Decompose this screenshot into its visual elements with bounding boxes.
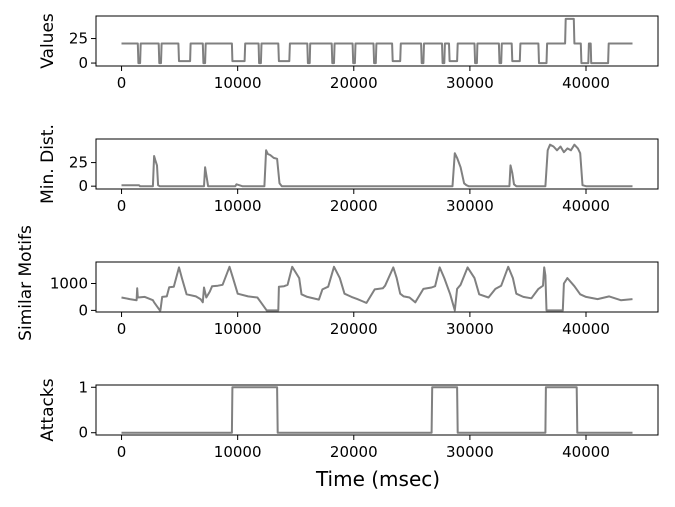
- y-tick-label: 25: [69, 30, 88, 48]
- x-tick-label: 30000: [446, 197, 494, 215]
- x-tick-label: 0: [117, 320, 127, 338]
- y-tick-label: 0: [78, 54, 88, 72]
- series-line-2-1: [121, 143, 633, 188]
- y-axis-label: Values: [38, 13, 58, 69]
- x-tick-label: 40000: [562, 74, 610, 92]
- x-tick-label: 20000: [330, 74, 378, 92]
- x-tick-label: 40000: [562, 443, 610, 461]
- y-tick-label: 1: [78, 378, 88, 396]
- x-axis-label: Time (msec): [315, 467, 440, 491]
- x-tick-label: 0: [117, 443, 127, 461]
- plot-frame: [95, 15, 659, 67]
- x-tick-label: 30000: [446, 74, 494, 92]
- series-line-1-1: [121, 17, 633, 65]
- x-tick-label: 0: [117, 74, 127, 92]
- y-tick-label: 0: [78, 424, 88, 442]
- y-axis-label: Min. Dist.: [38, 124, 58, 204]
- subplot-1: 0 10000 20000 30000 40000 0 25 Values: [38, 13, 659, 92]
- plot-frame: [95, 138, 659, 190]
- y-tick-label: 1000: [50, 275, 88, 293]
- x-tick-label: 10000: [214, 320, 262, 338]
- x-tick-label: 20000: [330, 320, 378, 338]
- series-line-3-1: [121, 265, 633, 312]
- x-tick-label: 40000: [562, 197, 610, 215]
- x-tick-label: 30000: [446, 443, 494, 461]
- subplot-3: 0 10000 20000 30000 40000 0 1000: [50, 261, 659, 338]
- subplot-2: 0 10000 20000 30000 40000 0 25 Min. Dist.: [38, 124, 659, 215]
- series-line-4-1: [121, 386, 633, 434]
- x-tick-label: 0: [117, 197, 127, 215]
- x-tick-label: 10000: [214, 74, 262, 92]
- x-tick-label: 10000: [214, 443, 262, 461]
- x-tick-label: 10000: [214, 197, 262, 215]
- plot-frame: [95, 384, 659, 436]
- shared-y-axis-label: Similar Motifs: [16, 225, 36, 341]
- y-tick-label: 25: [69, 154, 88, 172]
- y-tick-label: 0: [78, 301, 88, 319]
- y-axis-label: Attacks: [38, 378, 58, 441]
- x-tick-label: 20000: [330, 443, 378, 461]
- subplot-4: 0 10000 20000 30000 40000 0 1 Attacks: [38, 378, 659, 461]
- plot-frame: [95, 261, 659, 313]
- x-tick-label: 40000: [562, 320, 610, 338]
- x-tick-label: 20000: [330, 197, 378, 215]
- x-tick-label: 30000: [446, 320, 494, 338]
- y-tick-label: 0: [78, 177, 88, 195]
